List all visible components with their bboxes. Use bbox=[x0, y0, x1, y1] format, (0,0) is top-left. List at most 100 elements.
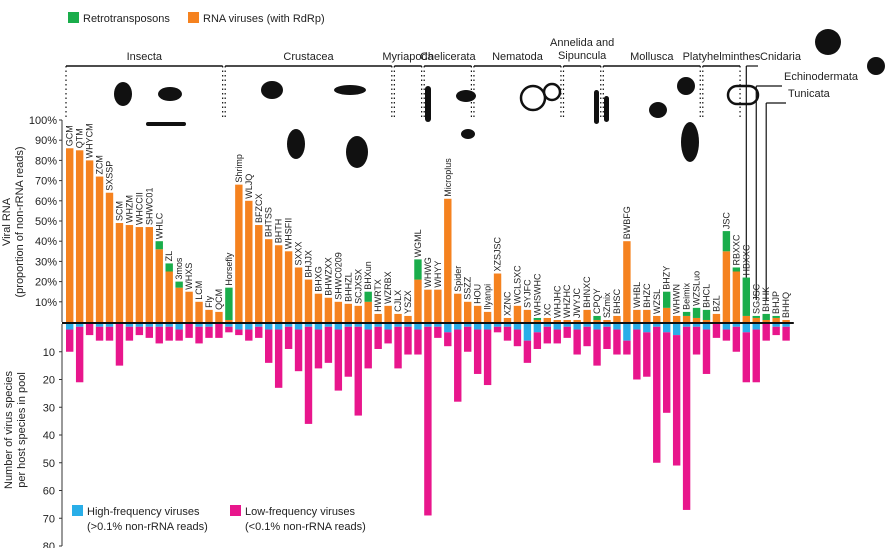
pool-label: BHJP bbox=[771, 291, 781, 314]
retrotransposon-bar bbox=[772, 315, 780, 318]
rna-virus-bar bbox=[75, 150, 84, 322]
sea-urchin-silhouette bbox=[867, 57, 885, 75]
rna-virus-bar bbox=[115, 223, 124, 322]
high-frequency-bar bbox=[374, 324, 382, 327]
pool-label: WHZM bbox=[124, 195, 134, 223]
rna-virus-bar bbox=[374, 313, 382, 322]
rna-virus-bar bbox=[175, 287, 183, 322]
rna-virus-bar bbox=[553, 319, 561, 322]
bottom-tick-label: 30 bbox=[43, 402, 55, 414]
high-frequency-bar bbox=[274, 324, 283, 330]
rna-virus-bar bbox=[235, 184, 243, 322]
pool-label: 3mos bbox=[174, 257, 184, 280]
rna-virus-bar bbox=[732, 271, 741, 322]
group-name-line: Sipuncula bbox=[558, 50, 607, 62]
legend-rna-swatch bbox=[188, 12, 199, 23]
high-frequency-bar bbox=[583, 324, 591, 327]
pool-label: WHZHC bbox=[562, 284, 572, 318]
pool-label: SYJFC bbox=[522, 279, 532, 308]
low-frequency-bar bbox=[483, 329, 492, 386]
rna-virus-bar bbox=[215, 311, 223, 322]
top-tick-label: 80% bbox=[35, 155, 57, 167]
pool-label: WHWN bbox=[672, 284, 682, 314]
top-tick-label: 100% bbox=[29, 115, 57, 127]
high-frequency-bar bbox=[513, 324, 522, 330]
group-name: Platyhelminthes bbox=[683, 51, 761, 63]
pool-label: BHJJX bbox=[304, 250, 314, 278]
high-frequency-bar bbox=[354, 324, 362, 327]
low-frequency-bar bbox=[75, 326, 84, 383]
low-frequency-bar bbox=[225, 326, 233, 333]
low-frequency-bar bbox=[105, 326, 114, 341]
legend-rna-label: RNA viruses (with RdRp) bbox=[203, 13, 325, 25]
rna-virus-bar bbox=[722, 251, 731, 322]
pool-label: SGJSC bbox=[751, 283, 761, 314]
rna-virus-bar bbox=[533, 319, 542, 322]
rna-virus-bar bbox=[205, 309, 213, 322]
pool-label: WHBL bbox=[632, 282, 642, 308]
top-tick-label: 70% bbox=[35, 176, 57, 188]
top-tick-label: 30% bbox=[35, 256, 57, 268]
bottom-tick-label: 60 bbox=[43, 486, 55, 498]
low-frequency-bar bbox=[175, 329, 183, 341]
low-frequency-bar bbox=[265, 329, 273, 363]
low-frequency-bar bbox=[165, 326, 173, 341]
group-name: Nematoda bbox=[492, 51, 544, 63]
high-frequency-bar bbox=[434, 324, 442, 327]
rna-virus-bar bbox=[304, 279, 313, 322]
pool-label: SHWC0209 bbox=[333, 252, 343, 300]
rna-virus-bar bbox=[613, 315, 621, 322]
pool-label: SZmix bbox=[602, 292, 612, 318]
low-frequency-bar bbox=[692, 326, 701, 355]
rna-virus-bar bbox=[324, 297, 333, 322]
low-frequency-bar bbox=[633, 329, 641, 380]
retrotransposon-bar bbox=[155, 241, 163, 250]
high-frequency-bar bbox=[265, 324, 273, 330]
rna-virus-bar bbox=[66, 148, 74, 322]
pool-label: CPQY bbox=[592, 288, 602, 314]
top-tick-label: 60% bbox=[35, 196, 57, 208]
pool-label: Beimix bbox=[682, 282, 692, 310]
low-frequency-bar bbox=[95, 326, 104, 341]
group-name: Crustacea bbox=[283, 51, 334, 63]
high-frequency-bar bbox=[444, 324, 452, 333]
top-tick-label: 10% bbox=[35, 297, 57, 309]
pool-label: Horsefly bbox=[224, 252, 234, 286]
rna-virus-bar bbox=[384, 305, 392, 322]
low-frequency-bar bbox=[364, 329, 372, 369]
pool-label: WHCCII bbox=[134, 192, 144, 225]
rna-virus-bar bbox=[284, 251, 293, 322]
high-frequency-bar bbox=[414, 324, 422, 330]
low-frequency-bar bbox=[573, 329, 581, 355]
top-tick-label: 50% bbox=[35, 216, 57, 228]
low-frequency-bar bbox=[384, 329, 392, 344]
rna-virus-bar bbox=[414, 279, 422, 322]
high-frequency-bar bbox=[553, 324, 561, 330]
high-frequency-bar bbox=[503, 324, 512, 327]
rna-virus-bar bbox=[513, 305, 522, 322]
rna-virus-bar bbox=[344, 303, 352, 322]
pool-label: WHYY bbox=[433, 261, 443, 288]
low-frequency-bar bbox=[464, 326, 472, 352]
high-frequency-bar bbox=[563, 324, 571, 327]
rna-virus-bar bbox=[503, 317, 512, 322]
pool-label: ZCM bbox=[95, 155, 105, 175]
rna-virus-bar bbox=[274, 245, 283, 322]
high-frequency-bar bbox=[493, 324, 502, 327]
group-name: Myriapoda bbox=[382, 51, 434, 63]
retrotransposon-bar bbox=[533, 317, 542, 320]
high-frequency-bar bbox=[175, 324, 183, 330]
rna-virus-bar bbox=[483, 311, 492, 322]
low-frequency-bar bbox=[334, 329, 343, 391]
low-frequency-bar bbox=[762, 324, 770, 341]
sea-anemone-silhouette bbox=[815, 29, 841, 55]
group-name: Annelida and Sipuncula bbox=[550, 37, 614, 62]
high-frequency-bar bbox=[314, 324, 323, 330]
pool-label: WHWG bbox=[423, 257, 433, 288]
low-frequency-bar bbox=[354, 326, 362, 416]
rna-virus-bar bbox=[165, 271, 173, 322]
rna-virus-bar bbox=[523, 309, 532, 322]
pool-label: WZRBX bbox=[383, 271, 393, 304]
group-name: Tunicata bbox=[788, 88, 831, 100]
low-frequency-bar bbox=[742, 332, 750, 383]
